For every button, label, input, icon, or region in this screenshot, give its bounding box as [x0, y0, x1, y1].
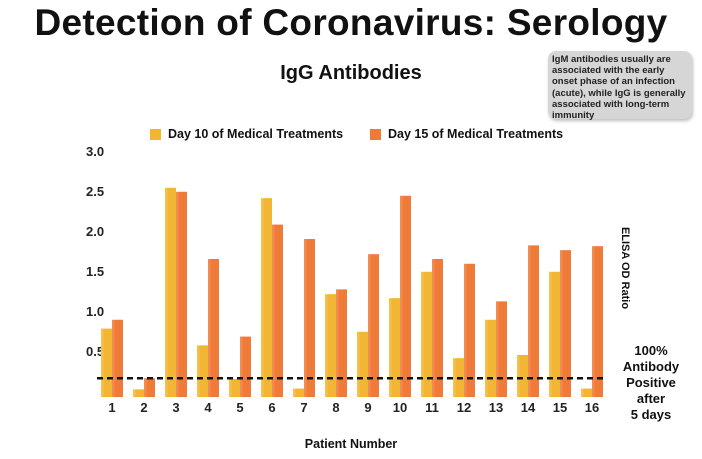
legend-label-day10: Day 10 of Medical Treatments	[168, 127, 344, 141]
x-axis-label: Patient Number	[304, 437, 398, 451]
x-tick-label: 1	[108, 400, 115, 415]
bar-highlight	[400, 195, 411, 397]
x-tick-label: 16	[585, 400, 599, 415]
x-tick-label: 8	[332, 400, 339, 415]
x-tick-label: 9	[364, 400, 371, 415]
info-note: IgM antibodies usually are associated wi…	[548, 51, 692, 121]
y-tick-label: 1.5	[86, 264, 104, 279]
y-tick-label: 3.0	[86, 144, 104, 159]
y-tick-label: 2.5	[86, 184, 104, 199]
bar-highlight	[261, 198, 272, 397]
annotation-line: 100%	[634, 343, 668, 358]
x-tick-label: 12	[457, 400, 471, 415]
annotation-line: 5 days	[630, 407, 672, 422]
bar-highlight	[421, 271, 432, 397]
bar-highlight	[144, 378, 155, 397]
x-tick-label: 11	[425, 400, 439, 415]
bar-highlight	[133, 389, 144, 397]
legend-label-day15: Day 15 of Medical Treatments	[388, 127, 564, 141]
x-tick-label: 2	[140, 400, 147, 415]
bar-highlight	[517, 355, 528, 397]
legend-swatch-day10	[150, 128, 161, 140]
bar-highlight	[197, 345, 208, 397]
bar-highlight	[304, 239, 315, 397]
annotation-line: Positive	[626, 375, 676, 390]
page-title: Detection of Coronavirus: Serology	[34, 2, 668, 43]
bar-highlight	[581, 388, 592, 397]
x-tick-label: 3	[172, 400, 179, 415]
chart-title: IgG Antibodies	[280, 62, 422, 84]
x-tick-label: 10	[393, 400, 407, 415]
y-tick-label: 1.0	[86, 304, 104, 319]
legend-item-day10: Day 10 of Medical Treatments	[150, 127, 343, 141]
x-tick-label: 7	[300, 400, 307, 415]
legend-swatch-day15	[370, 128, 381, 140]
bar-highlight	[101, 328, 112, 397]
bar-highlight	[432, 259, 443, 397]
y-tick-label: 0.5	[86, 344, 104, 359]
bar-highlight	[485, 319, 496, 397]
x-tick-label: 4	[204, 400, 212, 415]
bar-highlight	[176, 191, 187, 397]
bar-highlight	[336, 289, 347, 397]
bar-highlight	[496, 301, 507, 397]
x-tick-label: 6	[268, 400, 275, 415]
x-tick-label: 5	[236, 400, 243, 415]
y-tick-label: 2.0	[86, 224, 104, 239]
bar-highlight	[549, 271, 560, 397]
x-tick-label: 15	[553, 400, 567, 415]
bar-highlight	[357, 331, 368, 397]
bar-highlight	[240, 336, 251, 397]
bar-highlight	[325, 294, 336, 397]
bar-highlight	[112, 319, 123, 397]
x-tick-label: 14	[521, 400, 536, 415]
bar-highlight	[272, 224, 283, 397]
bar-highlight	[229, 379, 240, 397]
x-tick-label: 13	[489, 400, 503, 415]
annotation-line: Antibody	[622, 359, 680, 374]
threshold-annotation: 100% Antibody Positive after 5 days	[606, 343, 696, 423]
y-axis-label: ELISA OD Ratio	[619, 226, 631, 310]
bar-highlight	[464, 263, 475, 397]
bar-highlight	[208, 259, 219, 397]
annotation-line: after	[636, 391, 666, 406]
bar-highlight	[293, 388, 304, 397]
legend-item-day15: Day 15 of Medical Treatments	[370, 127, 563, 141]
bar-highlight	[389, 298, 400, 397]
bar-highlight	[592, 246, 603, 397]
bar-highlight	[560, 250, 571, 397]
bar-highlight	[528, 245, 539, 397]
bar-highlight	[368, 254, 379, 397]
bar-highlight	[165, 187, 176, 397]
